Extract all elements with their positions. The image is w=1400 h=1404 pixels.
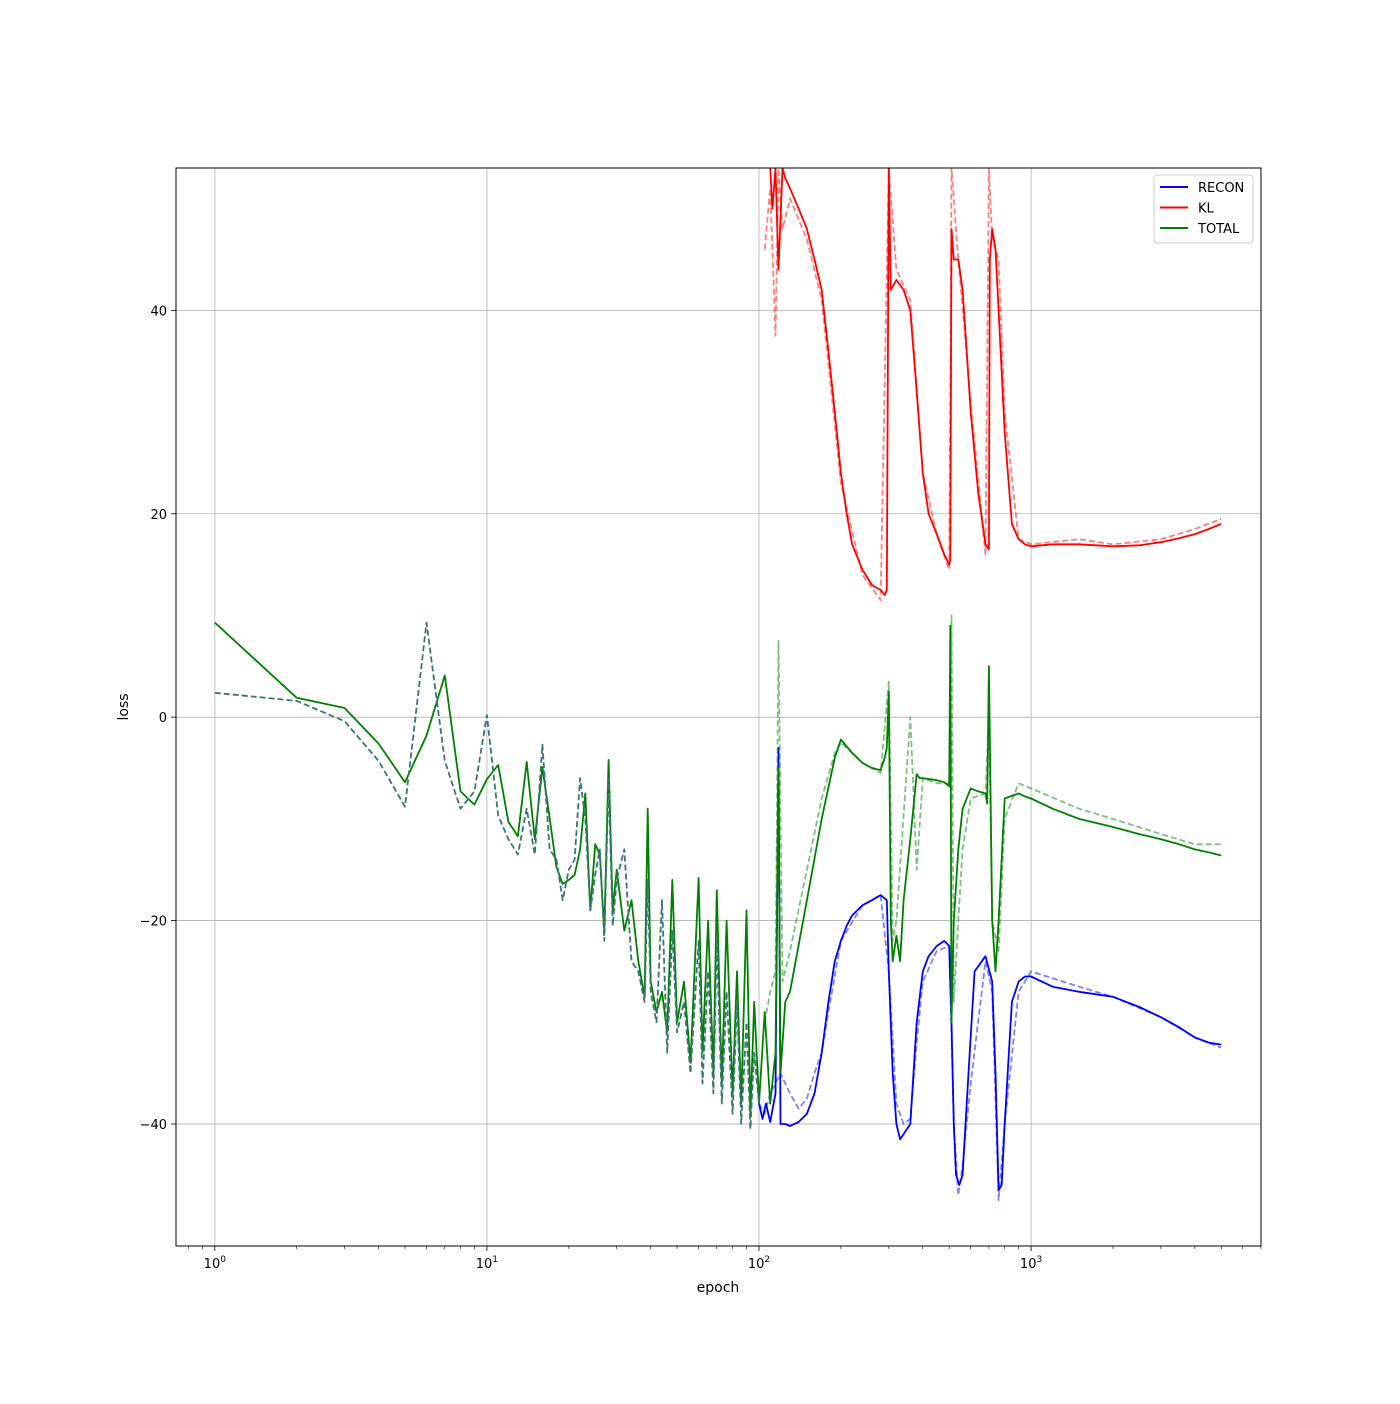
y-tick-label: −20 [140,915,167,930]
legend: RECON KL TOTAL [1153,174,1254,244]
total-dashed-series-line [763,614,1222,1023]
grid-lines [176,168,1261,1246]
total-solid-series-line [214,621,1222,1115]
kl-dashed-series-line [763,168,1222,602]
legend-box [1153,174,1254,244]
unlabeled-dashed-series-line [214,621,760,1130]
plot-frame [175,167,1262,1247]
recon-solid-series-line [758,746,1222,1191]
x-axis-label: epoch [697,1280,740,1296]
y-tick-label: 20 [150,508,167,523]
kl-solid-series-line [769,168,1222,596]
legend-label: RECON [1198,181,1244,196]
y-tick-label: 40 [150,304,167,319]
recon-dashed-series-line [758,894,1222,1202]
series-lines [214,168,1222,1202]
legend-label: TOTAL [1197,222,1240,237]
y-tick-label: −40 [140,1118,167,1133]
y-tick-label: 0 [159,711,167,726]
y-axis-label: loss [116,693,132,720]
legend-label: KL [1198,202,1215,217]
